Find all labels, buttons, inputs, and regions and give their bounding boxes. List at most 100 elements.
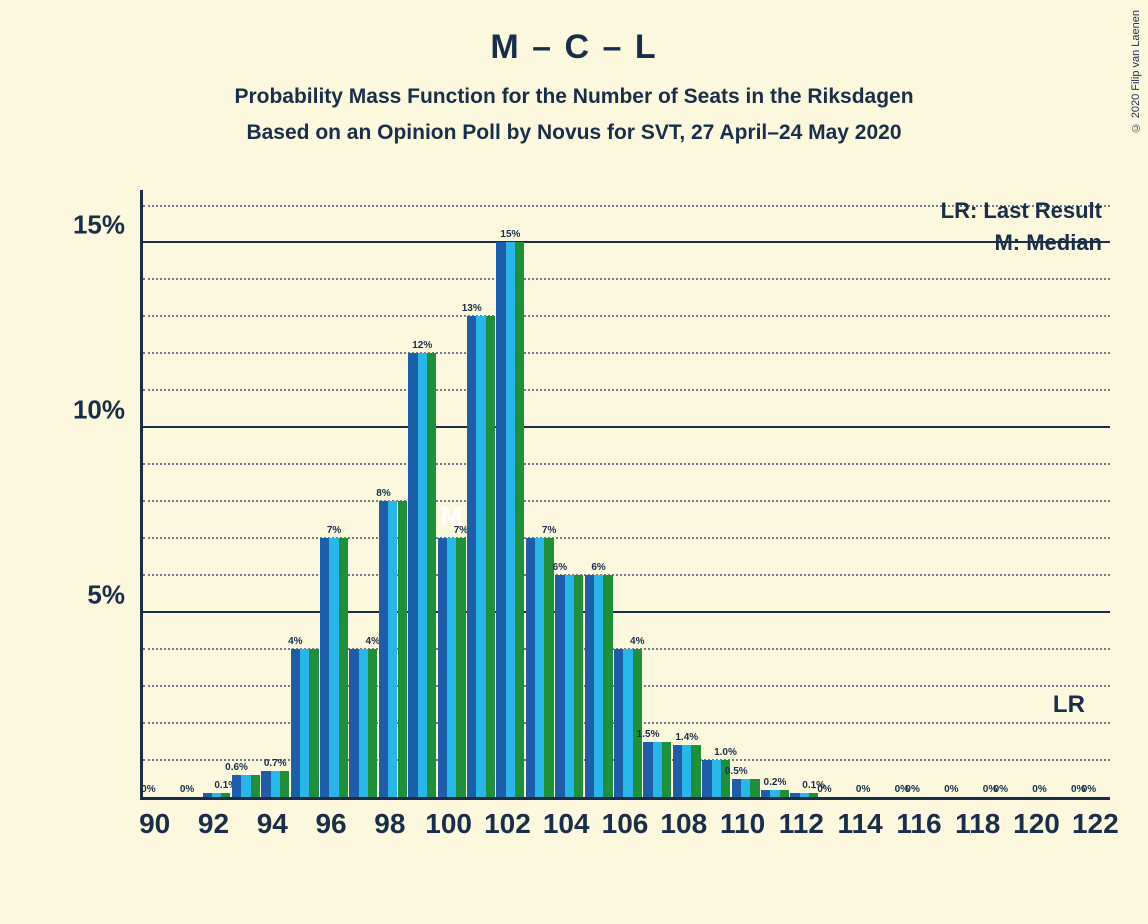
bar-value-label: 0% bbox=[1032, 784, 1046, 797]
bar-value-label: 7% bbox=[542, 525, 556, 538]
bar-value-label: 1.5% bbox=[637, 729, 660, 742]
bar: 0.5% bbox=[732, 779, 741, 797]
grid-minor-line bbox=[143, 463, 1110, 465]
x-tick-label: 110 bbox=[720, 808, 765, 840]
x-tick-label: 92 bbox=[198, 808, 229, 840]
bar bbox=[741, 779, 750, 797]
chart-subtitle-1: Probability Mass Function for the Number… bbox=[0, 85, 1148, 109]
grid-minor-line bbox=[143, 205, 1110, 207]
x-tick-label: 112 bbox=[779, 808, 824, 840]
bar bbox=[653, 742, 662, 797]
bar bbox=[300, 649, 309, 797]
x-tick-label: 118 bbox=[955, 808, 1000, 840]
bar bbox=[614, 649, 623, 797]
grid-minor-line bbox=[143, 278, 1110, 280]
bar: 4% bbox=[633, 649, 642, 797]
bar bbox=[535, 538, 544, 797]
x-tick-label: 114 bbox=[838, 808, 883, 840]
bar bbox=[447, 538, 456, 797]
bar: 12% bbox=[418, 353, 427, 797]
bar-value-label: 7% bbox=[327, 525, 341, 538]
bar bbox=[251, 775, 260, 797]
bar bbox=[349, 649, 358, 797]
x-tick-label: 104 bbox=[543, 808, 590, 840]
bar bbox=[623, 649, 632, 797]
grid-minor-line bbox=[143, 537, 1110, 539]
bar: 7% bbox=[456, 538, 465, 797]
bar-value-label: 1.0% bbox=[714, 747, 737, 760]
bar bbox=[398, 501, 407, 797]
bar-value-label: 4% bbox=[366, 636, 380, 649]
bar bbox=[662, 742, 671, 797]
bar-value-label: 0.7% bbox=[264, 758, 287, 771]
last-result-marker: LR bbox=[1053, 691, 1085, 719]
bar: 4% bbox=[291, 649, 300, 797]
bar bbox=[427, 353, 436, 797]
bar-value-label: 13% bbox=[462, 303, 482, 316]
x-tick-label: 90 bbox=[139, 808, 170, 840]
x-tick-label: 102 bbox=[484, 808, 531, 840]
bar: 0.2% bbox=[770, 790, 779, 797]
bar-value-label: 0.2% bbox=[764, 777, 787, 790]
bar bbox=[750, 779, 759, 797]
bar-value-label: 0% bbox=[141, 784, 155, 797]
bar-value-label: 6% bbox=[553, 562, 567, 575]
bar bbox=[359, 649, 368, 797]
bar bbox=[673, 745, 682, 797]
bar-value-label: 0.6% bbox=[225, 762, 248, 775]
bar-value-label: 1.4% bbox=[675, 732, 698, 745]
bar: 15% bbox=[506, 242, 515, 797]
bar bbox=[712, 760, 721, 797]
grid-minor-line bbox=[143, 352, 1110, 354]
bar bbox=[526, 538, 535, 797]
bar-value-label: 0% bbox=[817, 784, 831, 797]
bar bbox=[702, 760, 711, 797]
grid-major-line bbox=[143, 241, 1110, 243]
grid-minor-line bbox=[143, 315, 1110, 317]
x-tick-label: 120 bbox=[1013, 808, 1060, 840]
bar bbox=[761, 790, 770, 797]
x-tick-label: 100 bbox=[425, 808, 472, 840]
x-tick-label: 94 bbox=[257, 808, 288, 840]
grid-major-line bbox=[143, 426, 1110, 428]
bar: 1.4% bbox=[682, 745, 691, 797]
grid-minor-line bbox=[143, 500, 1110, 502]
bar bbox=[486, 316, 495, 797]
bar bbox=[691, 745, 700, 797]
grid-major-line bbox=[143, 611, 1110, 613]
chart-subtitle-2: Based on an Opinion Poll by Novus for SV… bbox=[0, 121, 1148, 145]
x-tick-label: 98 bbox=[374, 808, 405, 840]
chart-title: M – C – L bbox=[0, 0, 1148, 67]
bar: 1.5% bbox=[643, 742, 652, 797]
x-tick-label: 108 bbox=[660, 808, 707, 840]
bar bbox=[585, 575, 594, 797]
bar bbox=[339, 538, 348, 797]
bar-value-label: 0% bbox=[994, 784, 1008, 797]
chart-container: LR: Last Result M: Median 5%10%15%0%0%0.… bbox=[70, 190, 1120, 870]
bar-value-label: 0% bbox=[905, 784, 919, 797]
bar-value-label: 6% bbox=[591, 562, 605, 575]
bar: 6% bbox=[594, 575, 603, 797]
bar-value-label: 8% bbox=[376, 488, 390, 501]
x-tick-label: 122 bbox=[1072, 808, 1119, 840]
x-tick-label: 116 bbox=[896, 808, 941, 840]
x-tick-label: 106 bbox=[602, 808, 649, 840]
bar: 13% bbox=[467, 316, 476, 797]
bar-value-label: 0.5% bbox=[725, 766, 748, 779]
bar bbox=[515, 242, 524, 797]
bar bbox=[261, 771, 270, 797]
bar bbox=[780, 790, 789, 797]
bar bbox=[241, 775, 250, 797]
bar bbox=[203, 793, 212, 797]
bar bbox=[603, 575, 612, 797]
bar bbox=[574, 575, 583, 797]
bar-value-label: 0% bbox=[180, 784, 194, 797]
bar bbox=[565, 575, 574, 797]
bar: 8% bbox=[379, 501, 388, 797]
bar bbox=[320, 538, 329, 797]
bar bbox=[212, 793, 221, 797]
bar bbox=[309, 649, 318, 797]
bar-value-label: 15% bbox=[500, 229, 520, 242]
bar-value-label: 0% bbox=[856, 784, 870, 797]
grid-minor-line bbox=[143, 574, 1110, 576]
